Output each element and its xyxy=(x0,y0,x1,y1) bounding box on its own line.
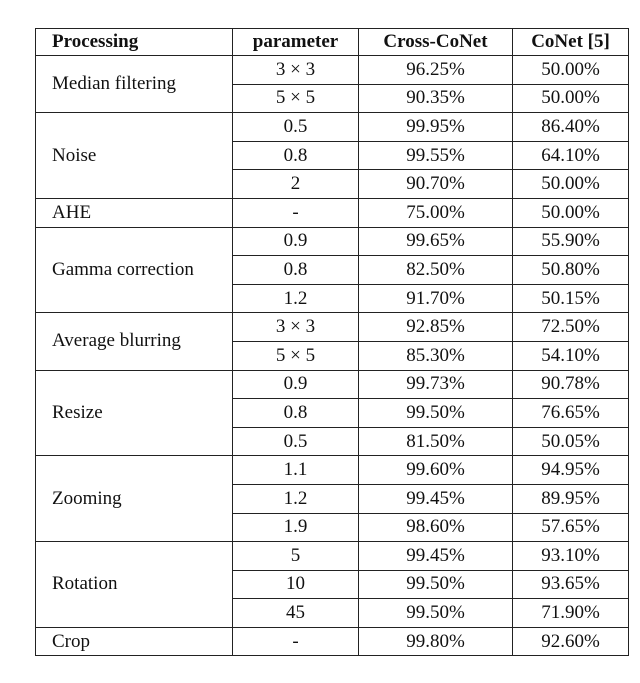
header-cell: parameter xyxy=(232,28,359,56)
conet-cell: 50.00% xyxy=(512,197,629,228)
table-row: 2 90.70% 50.00% xyxy=(36,169,629,199)
processing-cell: Average blurring xyxy=(35,312,233,371)
processing-cell: Rotation xyxy=(35,541,233,628)
cross-conet-cell: 82.50% xyxy=(358,255,513,285)
cross-conet-cell: 99.50% xyxy=(358,569,513,600)
cross-conet-cell: 90.70% xyxy=(358,169,513,199)
parameter-cell: 1.2 xyxy=(232,283,359,314)
cross-conet-cell: 85.30% xyxy=(358,340,513,371)
table-row: Gamma correction 0.9 99.65% 55.90% xyxy=(35,226,629,314)
table-row: 0.8 82.50% 50.80% xyxy=(36,255,629,285)
cross-conet-cell: 99.60% xyxy=(358,455,513,485)
conet-cell: 93.10% xyxy=(512,541,629,571)
parameter-cell: 0.9 xyxy=(232,226,359,257)
conet-cell: 50.00% xyxy=(512,169,629,199)
parameter-cell: 1.9 xyxy=(232,512,359,543)
conet-cell: 64.10% xyxy=(512,140,629,171)
conet-cell: 55.90% xyxy=(512,226,629,257)
parameter-cell: 5 xyxy=(232,541,359,571)
conet-cell: 93.65% xyxy=(512,569,629,600)
conet-cell: 89.95% xyxy=(512,483,629,514)
processing-cell: AHE xyxy=(35,197,233,228)
table-row: Resize 0.9 99.73% 90.78% xyxy=(35,369,629,457)
header-cell: Cross-CoNet xyxy=(358,28,513,56)
conet-cell: 54.10% xyxy=(512,340,629,371)
cross-conet-cell: 75.00% xyxy=(358,197,513,228)
conet-cell: 71.90% xyxy=(512,598,629,628)
table-body: Median filtering 3 × 3 96.25% 50.00% 5 × 5 90… xyxy=(35,54,629,657)
conet-cell: 72.50% xyxy=(512,312,629,342)
processing-cell: Median filtering xyxy=(35,54,233,114)
cross-conet-cell: 96.25% xyxy=(358,55,513,85)
parameter-cell: 1.1 xyxy=(232,455,359,485)
cross-conet-cell: 99.55% xyxy=(358,140,513,171)
parameter-cell: 0.8 xyxy=(232,255,359,285)
processing-cell: Crop xyxy=(35,626,233,657)
cross-conet-cell: 99.65% xyxy=(358,226,513,257)
parameter-cell: 45 xyxy=(232,598,359,628)
cross-conet-cell: 99.73% xyxy=(358,369,513,400)
cross-conet-cell: 99.80% xyxy=(358,626,513,657)
conet-cell: 92.60% xyxy=(512,626,629,657)
table-row: 0.8 99.55% 64.10% xyxy=(36,140,629,171)
cross-conet-cell: 99.95% xyxy=(358,112,513,142)
parameter-cell: 0.5 xyxy=(232,112,359,142)
parameter-cell: 0.5 xyxy=(232,426,359,457)
cross-conet-cell: 99.45% xyxy=(358,541,513,571)
table-row: 10 99.50% 93.65% xyxy=(36,569,629,600)
conet-cell: 50.05% xyxy=(512,426,629,457)
conet-cell: 90.78% xyxy=(512,369,629,400)
parameter-cell: 10 xyxy=(232,569,359,600)
conet-cell: 86.40% xyxy=(512,112,629,142)
parameter-cell: 2 xyxy=(232,169,359,199)
table-row: 5 × 5 85.30% 54.10% xyxy=(36,340,629,371)
cross-conet-cell: 91.70% xyxy=(358,283,513,314)
parameter-cell: - xyxy=(232,626,359,657)
processing-cell: Gamma correction xyxy=(35,226,233,314)
parameter-cell: 3 × 3 xyxy=(232,312,359,342)
table-row: Noise 0.5 99.95% 86.40% xyxy=(35,112,629,199)
table-row: 5 × 5 90.35% 50.00% xyxy=(36,83,629,114)
conet-cell: 57.65% xyxy=(512,512,629,543)
conet-cell: 76.65% xyxy=(512,398,629,428)
processing-cell: Resize xyxy=(35,369,233,457)
cross-conet-cell: 99.50% xyxy=(358,398,513,428)
cross-conet-cell: 99.45% xyxy=(358,483,513,514)
table-row: Median filtering 3 × 3 96.25% 50.00% xyxy=(35,54,629,114)
table-row: Zooming 1.1 99.60% 94.95% xyxy=(35,455,629,543)
header-cell: Processing xyxy=(35,28,233,56)
cross-conet-cell: 92.85% xyxy=(358,312,513,342)
conet-cell: 50.80% xyxy=(512,255,629,285)
processing-cell: Zooming xyxy=(35,455,233,543)
cross-conet-cell: 81.50% xyxy=(358,426,513,457)
processing-cell: Noise xyxy=(35,112,233,199)
results-table: Processing parameter Cross-CoNet CoNet [5] … xyxy=(35,28,629,657)
cross-conet-cell: 99.50% xyxy=(358,598,513,628)
cross-conet-cell: 98.60% xyxy=(358,512,513,543)
table-row: Rotation 5 99.45% 93.10% xyxy=(35,541,629,628)
parameter-cell: - xyxy=(232,197,359,228)
conet-cell: 50.00% xyxy=(512,83,629,114)
parameter-cell: 3 × 3 xyxy=(232,55,359,85)
parameter-cell: 0.8 xyxy=(232,140,359,171)
parameter-cell: 5 × 5 xyxy=(232,340,359,371)
table-row: Average blurring 3 × 3 92.85% 72.50% xyxy=(35,312,629,371)
table-row: Crop -99.80% 92.60% xyxy=(35,626,629,657)
conet-cell: 94.95% xyxy=(512,455,629,485)
conet-cell: 50.15% xyxy=(512,283,629,314)
parameter-cell: 5 × 5 xyxy=(232,83,359,114)
parameter-cell: 0.8 xyxy=(232,398,359,428)
table-row: AHE -75.00% 50.00% xyxy=(35,197,629,228)
cross-conet-cell: 90.35% xyxy=(358,83,513,114)
parameter-cell: 1.2 xyxy=(232,483,359,514)
header-cell: CoNet [5] xyxy=(512,28,629,56)
conet-cell: 50.00% xyxy=(512,55,629,85)
parameter-cell: 0.9 xyxy=(232,369,359,400)
header-row: Processing parameter Cross-CoNet CoNet [5] xyxy=(35,28,629,56)
